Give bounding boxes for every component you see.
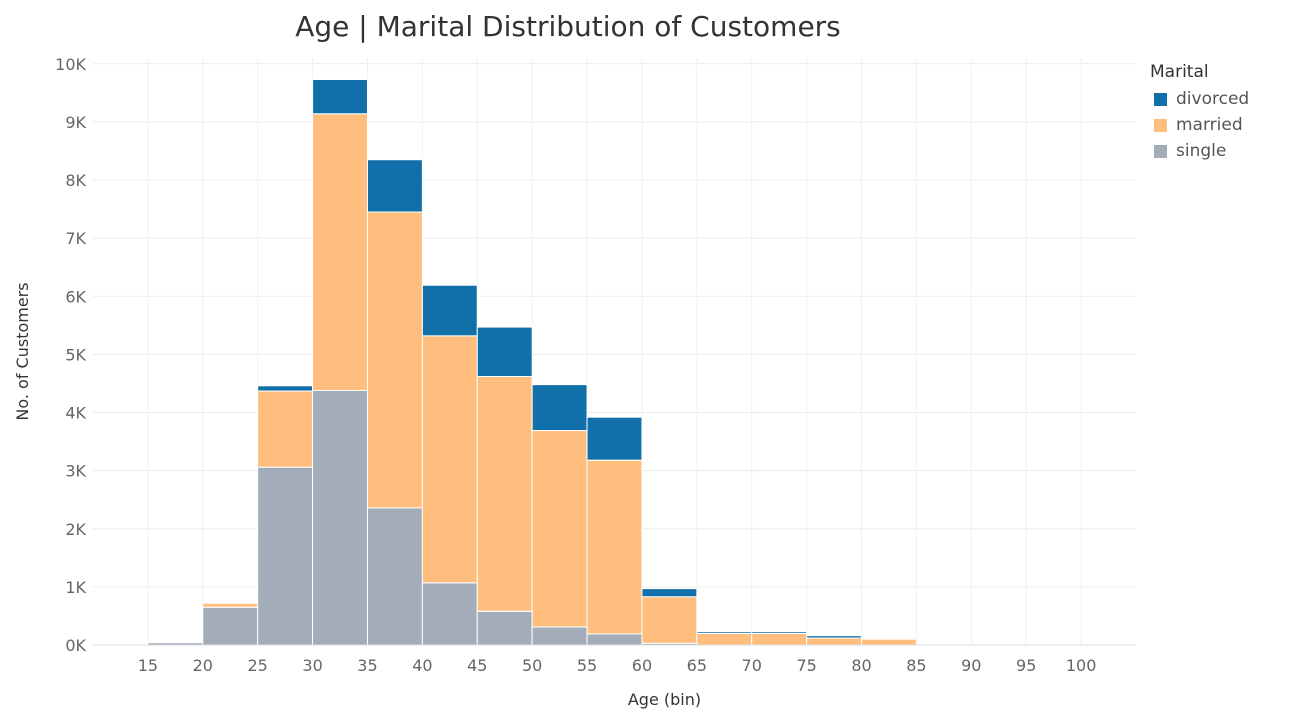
- bar-segment-married: [696, 632, 753, 646]
- legend-swatch: [1154, 144, 1167, 158]
- bar-segment-divorced: [257, 385, 314, 392]
- x-tick-label: 25: [248, 656, 268, 675]
- x-tick-label: 75: [796, 656, 816, 675]
- y-tick-label: 0K: [65, 636, 86, 655]
- y-tick-label: 3K: [65, 462, 86, 481]
- x-tick-label: 90: [961, 656, 981, 675]
- x-tick-label: 35: [357, 656, 377, 675]
- bar-segment-married: [861, 638, 917, 646]
- y-tick-label: 4K: [65, 404, 86, 423]
- bar-segment-single: [421, 582, 478, 646]
- y-tick-label: 7K: [65, 229, 86, 248]
- x-tick-label: 65: [687, 656, 707, 675]
- legend-swatch: [1154, 92, 1167, 106]
- bar-segment-married: [421, 335, 478, 584]
- x-tick-label: 50: [522, 656, 542, 675]
- bar-segment-divorced: [531, 384, 588, 432]
- y-tick-label: 2K: [65, 520, 86, 539]
- x-tick-label: 70: [742, 656, 762, 675]
- legend-label: married: [1176, 115, 1243, 135]
- x-tick-label: 40: [412, 656, 432, 675]
- bar-segment-single: [586, 633, 643, 646]
- bar-segment-single: [366, 507, 423, 646]
- bar-segment-divorced: [421, 284, 478, 337]
- x-tick-label: 80: [851, 656, 871, 675]
- x-tick-label: 15: [138, 656, 158, 675]
- x-tick-label: 60: [632, 656, 652, 675]
- x-axis-label: Age (bin): [628, 690, 701, 709]
- bar-segment-married: [641, 596, 698, 644]
- y-tick-label: 1K: [65, 578, 86, 597]
- bar-segment-divorced: [806, 635, 863, 639]
- bar-segment-married: [751, 632, 808, 646]
- bar-segment-married: [915, 643, 972, 645]
- y-tick-label: 9K: [65, 113, 86, 132]
- chart-title: Age | Marital Distribution of Customers: [295, 10, 841, 43]
- x-tick-label: 85: [906, 656, 926, 675]
- legend-item-married[interactable]: married: [1150, 112, 1249, 138]
- bar-segment-divorced: [202, 602, 259, 604]
- bar-segment-married: [202, 602, 259, 608]
- bar-segment-single: [531, 626, 588, 646]
- bar-segment-married: [366, 211, 423, 509]
- bar-segment-single: [476, 610, 533, 646]
- bar-segment-married: [586, 459, 643, 635]
- bar-segment-married: [257, 390, 314, 468]
- legend-item-single[interactable]: single: [1150, 138, 1249, 164]
- x-tick-label: 100: [1066, 656, 1097, 675]
- legend-title: Marital: [1150, 62, 1209, 82]
- bar-segment-divorced: [366, 159, 423, 213]
- legend-items: divorced married single: [1150, 86, 1249, 164]
- legend-label: single: [1176, 141, 1227, 161]
- x-tick-label: 95: [1016, 656, 1036, 675]
- y-tick-label: 6K: [65, 287, 86, 306]
- bar-segment-divorced: [312, 79, 368, 115]
- legend-label: divorced: [1176, 89, 1250, 109]
- y-axis-label: No. of Customers: [13, 282, 32, 420]
- bar-segment-single: [257, 466, 314, 646]
- bar-segment-divorced: [696, 631, 753, 634]
- x-tick-label: 30: [302, 656, 322, 675]
- bar-segment-married: [806, 637, 863, 646]
- bar-segment-divorced: [641, 588, 698, 598]
- y-tick-label: 10K: [55, 55, 86, 74]
- x-tick-label: 45: [467, 656, 487, 675]
- bar-segment-divorced: [586, 416, 643, 461]
- legend-item-divorced[interactable]: divorced: [1150, 86, 1249, 112]
- bar-segment-married: [531, 430, 588, 628]
- bar-segment-single: [312, 389, 368, 646]
- bar-segment-divorced: [476, 326, 533, 377]
- x-tick-label: 55: [577, 656, 597, 675]
- legend-swatch: [1154, 118, 1167, 132]
- bar-segment-married: [312, 113, 368, 391]
- bar-segment-married: [476, 375, 533, 612]
- bar-segment-divorced: [751, 631, 808, 634]
- legend: Marital divorced married single: [1150, 62, 1249, 164]
- bar-segment-single: [202, 606, 259, 646]
- y-tick-label: 5K: [65, 345, 86, 364]
- y-tick-label: 8K: [65, 171, 86, 190]
- x-tick-label: 20: [193, 656, 213, 675]
